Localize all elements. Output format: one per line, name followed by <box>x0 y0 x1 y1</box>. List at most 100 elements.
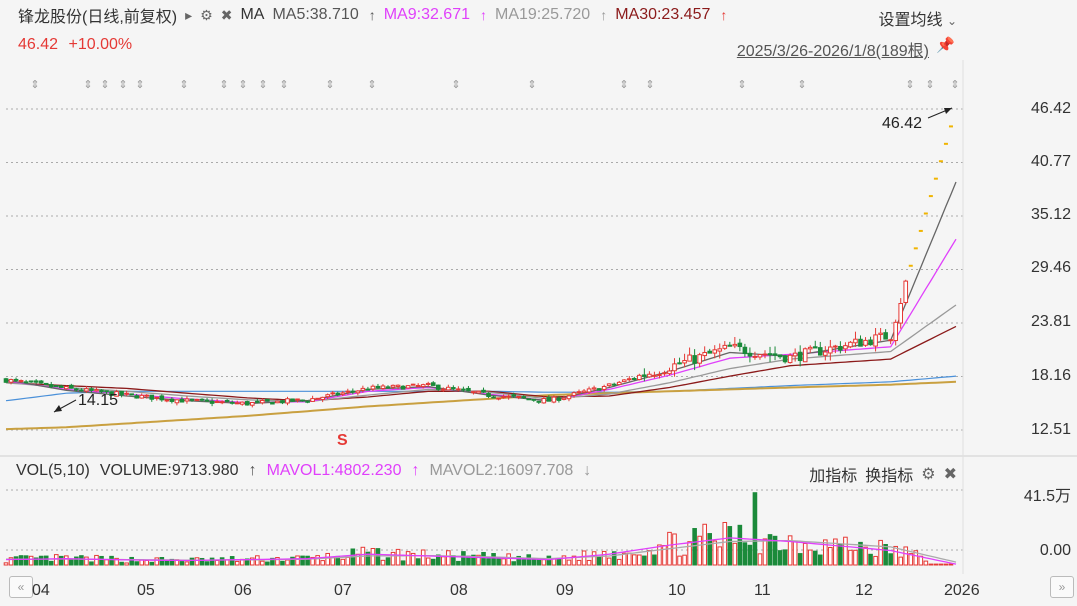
candle-body <box>737 342 743 348</box>
ma19-line <box>5 304 957 403</box>
candle-body <box>265 398 270 402</box>
play-icon[interactable]: ▸ <box>185 6 193 23</box>
pin-icon[interactable]: 📌 <box>936 37 955 54</box>
candle-body <box>581 390 587 393</box>
candle-body <box>74 388 79 391</box>
candle-body <box>516 395 521 398</box>
add-indicator-button[interactable]: 加指标 <box>809 468 858 485</box>
candle-body <box>787 354 793 364</box>
candle-body <box>777 354 783 358</box>
high-label: 46.42 <box>882 115 923 132</box>
volume-bar <box>69 558 74 566</box>
candle-body <box>441 388 446 391</box>
volume-bar <box>893 545 898 566</box>
candle-body <box>375 385 381 389</box>
candle-body <box>833 345 838 348</box>
ma-label: MA <box>240 6 265 23</box>
volume-bar <box>601 550 607 566</box>
candle-body <box>275 400 280 404</box>
volume-bar <box>390 551 396 566</box>
volume-bar <box>295 555 300 566</box>
candle-body <box>400 385 406 390</box>
ma19-up-icon: ↑ <box>600 7 608 23</box>
s-marker[interactable]: S <box>337 432 348 449</box>
gear-icon[interactable]: ⚙ <box>921 466 936 483</box>
event-markers: ⇕ ⇕ ⇕ ⇕ ⇕ ⇕ ⇕ ⇕ ⇕ ⇕ ⇕ ⇕ ⇕ ⇕ ⇕ ⇕ ⇕ ⇕ ⇕ ⇕ ⇕ <box>30 79 959 91</box>
candle-body <box>903 280 909 303</box>
candle-body <box>99 389 104 393</box>
volume-bar <box>571 555 577 566</box>
volume-bar <box>476 554 481 566</box>
volume-bar <box>149 561 155 566</box>
candle-body <box>501 396 506 399</box>
event-marker-icon: ⇕ <box>925 79 934 91</box>
candle-body <box>717 348 723 352</box>
candle-body <box>657 373 662 376</box>
candle-body <box>466 387 471 392</box>
event-marker-icon: ⇕ <box>905 79 914 91</box>
candle-body <box>551 396 557 403</box>
candle-body <box>601 385 607 390</box>
candle-body <box>310 398 315 402</box>
event-marker-icon: ⇕ <box>258 79 267 91</box>
candle-body <box>58 385 64 388</box>
volume-bar <box>913 550 919 566</box>
volume-bar <box>395 548 401 566</box>
volume-bar <box>74 556 79 566</box>
mavol2-value: MAVOL2:16097.708 <box>429 462 574 479</box>
volume-bar <box>652 554 657 566</box>
close-icon[interactable]: ✖ <box>943 466 957 483</box>
close-icon[interactable]: ✖ <box>220 6 233 23</box>
candles <box>3 125 953 408</box>
stock-title[interactable]: 锋龙股份(日线,前复权) <box>18 9 178 26</box>
volume-bar <box>762 538 768 566</box>
volume-bar <box>159 556 165 566</box>
candle-body <box>461 388 466 391</box>
volume-bar <box>64 555 69 566</box>
candle-body <box>596 388 602 391</box>
volume-bar <box>782 549 788 566</box>
ma5-up-icon: ↑ <box>368 7 376 23</box>
volume-bar <box>446 550 451 566</box>
volume-bar <box>300 555 305 566</box>
mavol1-value: MAVOL1:4802.230 <box>266 462 402 479</box>
candle-body <box>355 390 361 394</box>
candle-body <box>637 374 642 381</box>
volume-bar <box>873 555 878 566</box>
volume-bar <box>712 540 718 566</box>
volume-bar <box>797 553 803 566</box>
volume-bar <box>626 552 632 566</box>
ma-settings-button[interactable]: 设置均线 ⌄ <box>878 6 957 30</box>
candle-body <box>345 390 351 393</box>
volume-bar <box>345 556 351 566</box>
mavol1-up-icon: ↑ <box>411 462 420 479</box>
candle-body <box>868 339 873 346</box>
volume-bar <box>581 550 587 566</box>
event-marker-icon: ⇕ <box>797 79 806 91</box>
candle-body <box>611 383 617 386</box>
candle-body <box>752 355 758 358</box>
nav-left-icon[interactable]: « <box>9 576 33 598</box>
volume-bar <box>616 558 622 566</box>
switch-indicator-button[interactable]: 换指标 <box>865 468 914 485</box>
volume-bar <box>199 557 205 566</box>
candle-body <box>390 384 396 388</box>
candle-body <box>435 384 441 390</box>
volume-bar <box>249 557 255 566</box>
candle-body <box>662 372 667 375</box>
volume-value: VOLUME:9713.980 <box>99 462 239 479</box>
volume-bar <box>385 557 391 566</box>
date-range[interactable]: 2025/3/26-2026/1/8(189根) <box>736 43 929 60</box>
xtick-5: 09 <box>556 582 574 599</box>
candle-body <box>244 401 250 406</box>
volume-up-icon: ↑ <box>248 462 257 479</box>
volume-bar <box>3 562 9 566</box>
candle-body <box>767 353 773 356</box>
volume-bar <box>229 556 235 566</box>
candle-body <box>838 346 843 351</box>
gear-icon[interactable]: ⚙ <box>200 6 213 23</box>
vol-label[interactable]: VOL(5,10) <box>16 462 90 479</box>
candle-body <box>114 391 119 397</box>
volume-bar <box>365 551 371 566</box>
nav-right-icon[interactable]: » <box>1050 576 1074 598</box>
